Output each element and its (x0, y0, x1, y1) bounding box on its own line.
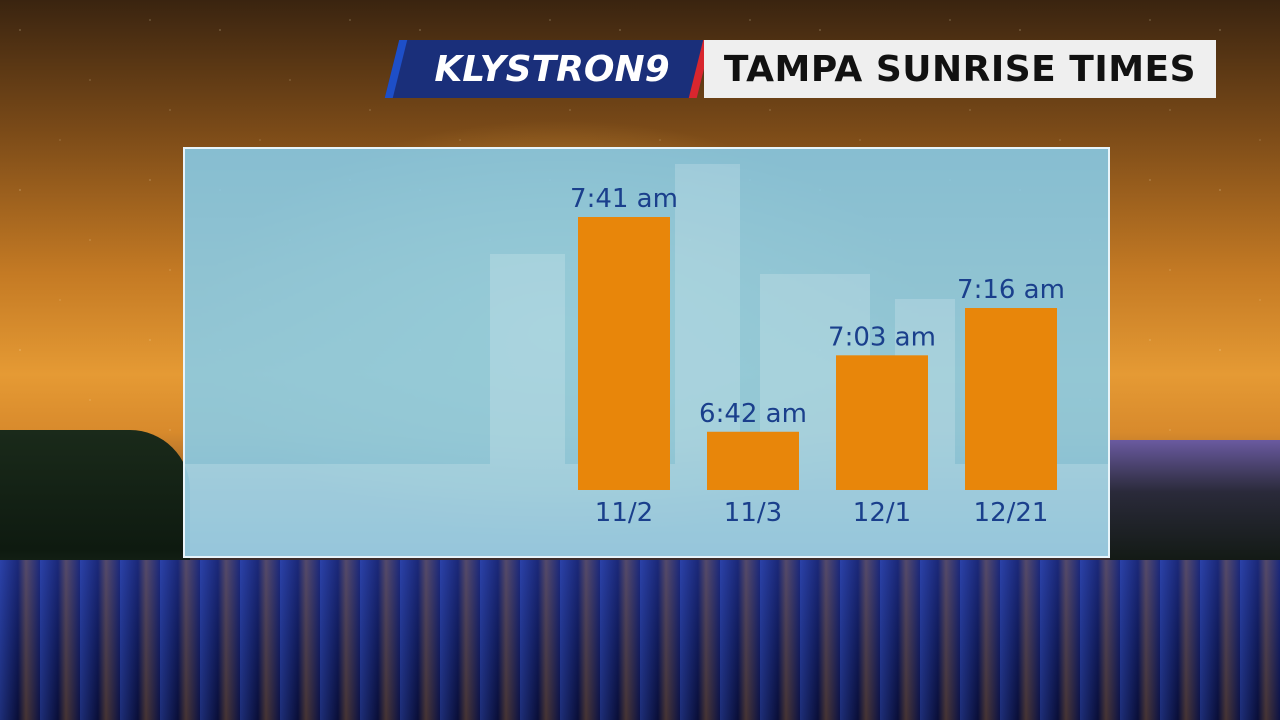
bar-value-label: 7:41 am (570, 184, 678, 214)
bar-11/3 (707, 431, 799, 490)
category-label: 12/21 (974, 498, 1049, 528)
station-logo: KLYSTRON9 (434, 48, 670, 90)
category-label: 12/1 (853, 498, 911, 528)
category-label: 11/3 (724, 498, 782, 528)
bar-value-label: 7:03 am (828, 322, 936, 352)
river-reflection (0, 560, 1280, 720)
right-shoreline-building (1110, 440, 1280, 570)
bar-value-label: 7:16 am (957, 275, 1065, 305)
bar-value-label: 6:42 am (699, 399, 807, 429)
page-title: TAMPA SUNRISE TIMES (723, 48, 1197, 90)
bar-11/2 (578, 217, 670, 490)
category-label: 11/2 (595, 498, 653, 528)
bar-12/1 (836, 355, 928, 490)
chart-panel: 7:41 am 11/2 6:42 am 11/3 7:03 am 12/1 7:16 am… (183, 147, 1110, 558)
bar-chart: 7:41 am 11/2 6:42 am 11/3 7:03 am 12/1 7:16 am… (570, 184, 1065, 528)
bar-12/21 (965, 308, 1057, 490)
title-banner: TAMPA SUNRISE TIMES (704, 40, 1216, 98)
